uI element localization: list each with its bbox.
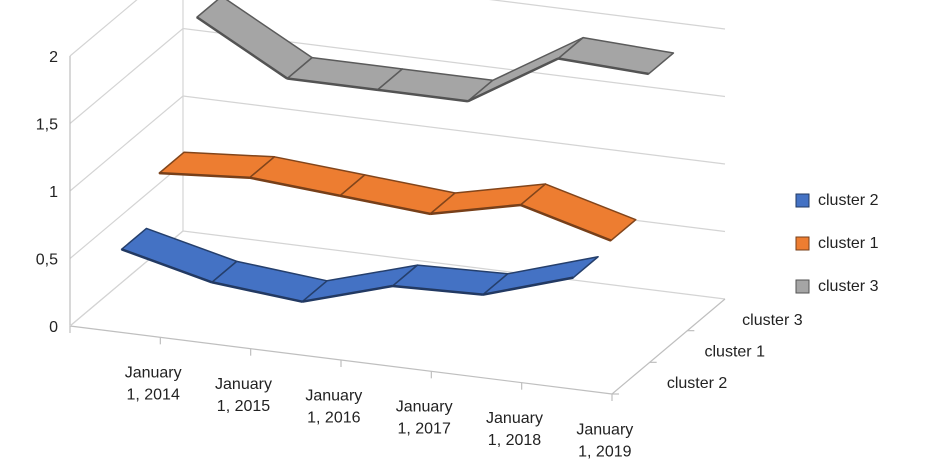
ribbon-front-edge [392,284,484,296]
ribbon-front-edge [339,194,431,216]
y-tick-label: 1,5 [36,117,58,134]
x-tick-label: January 1, 2014 [125,365,182,404]
depth-tick-label: cluster 3 [742,312,803,329]
legend-swatch [795,236,810,251]
ribbon-front-edge [467,57,559,103]
gridline [69,0,726,57]
ribbon-front-edge [520,203,612,242]
series-cluster-1 [158,151,637,242]
x-axis-tick-labels: January 1, 2014 January 1, 2015 January 1, 20… [125,365,634,461]
ribbon-front-edge [211,281,303,303]
x-tick-label: January 1, 2018 [486,410,543,449]
y-tick-label: 2 [49,49,58,66]
y-tick-label: 1 [49,184,58,201]
x-tick-label: January 1, 2019 [576,421,633,460]
legend-swatch [795,193,810,208]
legend: cluster 2 cluster 1 cluster 3 [795,192,879,295]
ribbon-front-edge [249,176,341,198]
ribbon-front-edge [482,276,574,296]
legend-label: cluster 1 [818,235,879,252]
ribbon-front-edge [430,203,521,216]
ribbon-front-edge [302,284,393,303]
y-tick-label: 0 [49,319,58,336]
series-ribbons [120,0,675,303]
y-tick-label: 0,5 [36,252,58,269]
depth-tick-label: cluster 2 [667,375,728,392]
axis-lines [69,0,726,401]
ribbon-segment [196,0,313,80]
ribbon-front-edge [196,16,288,80]
legend-label: cluster 2 [818,192,879,209]
ribbon-front-edge [287,77,378,92]
x-tick-label: January 1, 2015 [215,376,272,415]
ribbon-front-edge [377,88,469,103]
ribbon-front-edge [121,248,213,284]
ribbon-front-edge [159,171,250,179]
x-tick-label: January 1, 2016 [305,387,362,426]
series-cluster-3 [196,0,675,103]
gridline [69,95,726,192]
depth-axis-labels: cluster 2 cluster 1 cluster 3 [667,312,803,392]
depth-tick-label: cluster 1 [705,344,766,361]
y-axis-tick-labels: 0 0,5 1 1,5 2 [36,49,58,336]
legend-label: cluster 3 [818,278,879,295]
series-cluster-2 [120,227,599,303]
legend-swatch [795,279,810,294]
ribbon-front-edge [558,57,649,76]
x-tick-label: January 1, 2017 [396,399,453,438]
depth-axis-line [611,298,726,395]
